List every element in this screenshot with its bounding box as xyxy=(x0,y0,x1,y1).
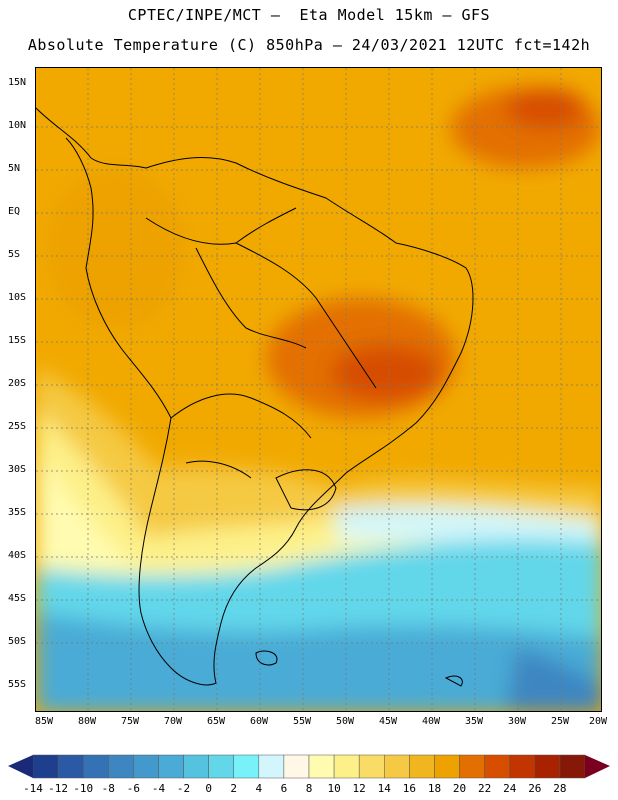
colorbar-cell xyxy=(82,754,109,779)
lon-label-35w: 35W xyxy=(464,716,484,727)
colorbar-label: 22 xyxy=(478,782,492,795)
colorbar-cell xyxy=(534,754,561,779)
colorbar-cell xyxy=(158,754,184,779)
lon-label-30w: 30W xyxy=(507,716,527,727)
colorbar-label: 10 xyxy=(327,782,341,795)
lat-label-15s: 15S xyxy=(8,335,27,346)
lat-label-30s: 30S xyxy=(8,464,27,475)
lat-label-10s: 10S xyxy=(8,292,27,303)
lon-label-55w: 55W xyxy=(292,716,312,727)
colorbar-label: -4 xyxy=(151,782,166,795)
lon-label-65w: 65W xyxy=(206,716,226,727)
lat-label-25s: 25S xyxy=(8,421,27,432)
colorbar-cell xyxy=(32,754,59,779)
temperature-map xyxy=(35,67,602,712)
colorbar-cell xyxy=(258,754,285,779)
colorbar-under-arrow xyxy=(8,755,33,778)
colorbar-label: 18 xyxy=(427,782,442,795)
colorbar-label: 20 xyxy=(452,782,467,795)
map-title-line2: Absolute Temperature (C) 850hPa – 24/03/… xyxy=(27,36,591,54)
colorbar-label: -2 xyxy=(176,782,191,795)
colorbar-cell xyxy=(133,754,159,779)
colorbar-label: 8 xyxy=(305,782,313,795)
colorbar-cell xyxy=(459,754,485,779)
colorbar-cell xyxy=(108,754,134,779)
lat-label-45s: 45S xyxy=(8,593,27,604)
lat-label-15n: 15N xyxy=(8,77,27,88)
colorbar-label: -8 xyxy=(101,782,115,795)
colorbar-cell xyxy=(434,754,460,779)
coastlines xyxy=(36,107,474,687)
colorbar-cell xyxy=(484,754,510,779)
colorbar-over-arrow xyxy=(585,755,610,778)
colorbar-cell xyxy=(559,754,586,779)
colorbar-cell xyxy=(57,754,84,779)
lon-label-50w: 50W xyxy=(335,716,355,727)
lat-label-eq: EQ xyxy=(8,206,21,217)
colorbar-label: 4 xyxy=(255,782,263,795)
lat-label-35s: 35S xyxy=(8,507,27,518)
lon-label-80w: 80W xyxy=(77,716,97,727)
colorbar-label: 6 xyxy=(280,782,288,795)
colorbar-cell xyxy=(509,754,536,779)
colorbar-label: 2 xyxy=(230,782,238,795)
colorbar-cell xyxy=(358,754,385,779)
colorbar-cell xyxy=(283,754,310,779)
colorbar-label: 24 xyxy=(503,782,517,795)
colorbar-label: -14 xyxy=(23,782,43,795)
map-canvas xyxy=(36,68,601,711)
colorbar-cell xyxy=(384,754,410,779)
colorbar-label: -12 xyxy=(48,782,69,795)
map-title-line1: CPTEC/INPE/MCT – Eta Model 15km – GFS xyxy=(127,6,491,24)
colorbar-label: 0 xyxy=(205,782,212,795)
lat-label-5n: 5N xyxy=(8,163,21,174)
lon-label-45w: 45W xyxy=(378,716,398,727)
lat-label-55s: 55S xyxy=(8,679,27,690)
lon-label-70w: 70W xyxy=(163,716,183,727)
colorbar-cells xyxy=(32,754,586,779)
colorbar-cell xyxy=(208,754,234,779)
lon-label-60w: 60W xyxy=(249,716,269,727)
lat-label-10n: 10N xyxy=(8,120,27,131)
colorbar-label: 28 xyxy=(553,782,567,795)
lat-label-20s: 20S xyxy=(8,378,27,389)
lon-label-25w: 25W xyxy=(550,716,570,727)
colorbar-label: 16 xyxy=(402,782,416,795)
lat-label-5s: 5S xyxy=(8,249,21,260)
temperature-shading xyxy=(36,88,601,711)
colorbar-cell xyxy=(183,754,209,779)
lon-label-75w: 75W xyxy=(120,716,140,727)
lat-label-40s: 40S xyxy=(8,550,27,561)
lon-label-20w: 20W xyxy=(588,716,608,727)
colorbar-cell xyxy=(409,754,435,779)
temperature-colorbar xyxy=(8,754,610,779)
lon-label-40w: 40W xyxy=(421,716,441,727)
colorbar-label: 14 xyxy=(377,782,391,795)
colorbar-label: 26 xyxy=(528,782,542,795)
colorbar-label: -10 xyxy=(73,782,94,795)
colorbar-label: 12 xyxy=(352,782,366,795)
colorbar-cell xyxy=(233,754,260,779)
colorbar-cell xyxy=(333,754,360,779)
lon-label-85w: 85W xyxy=(34,716,54,727)
colorbar-label: -6 xyxy=(126,782,140,795)
lat-label-50s: 50S xyxy=(8,636,27,647)
colorbar-cell xyxy=(308,754,335,779)
